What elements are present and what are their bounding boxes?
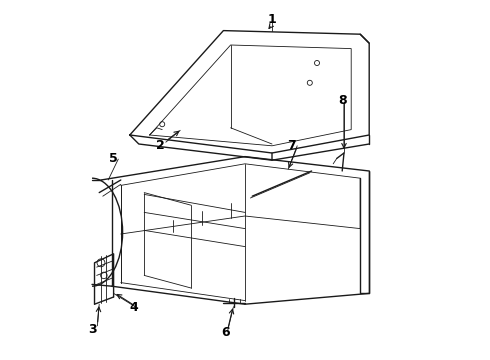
- Text: 8: 8: [338, 94, 346, 107]
- Text: 7: 7: [288, 139, 296, 152]
- Text: 4: 4: [129, 301, 138, 314]
- Text: 6: 6: [221, 327, 229, 339]
- Text: 5: 5: [109, 152, 118, 165]
- Text: 2: 2: [156, 139, 165, 152]
- Text: 3: 3: [88, 323, 97, 336]
- Text: 1: 1: [268, 13, 276, 26]
